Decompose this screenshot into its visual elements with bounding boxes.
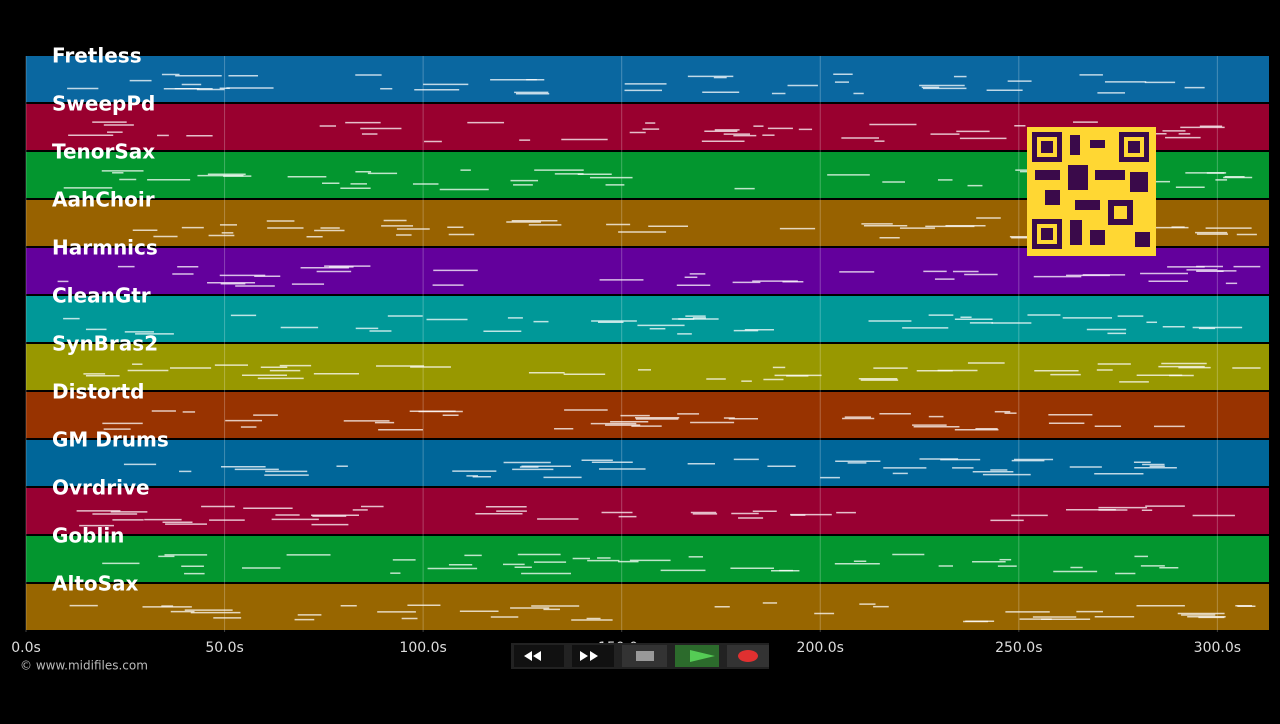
track-name: AahChoir	[52, 188, 155, 212]
track-name: Fretless	[52, 44, 142, 68]
track-name: Ovrdrive	[52, 476, 150, 500]
track-name: GM Drums	[52, 428, 169, 452]
track-lane	[26, 488, 1269, 534]
track-lane	[26, 440, 1269, 486]
track-name: SweepPd	[52, 92, 155, 116]
tick-label: 50.0s	[205, 640, 243, 656]
transport-controls	[511, 643, 769, 669]
track-name: CleanGtr	[52, 284, 151, 308]
tick-label: 100.0s	[399, 640, 446, 656]
tick-label: 200.0s	[797, 640, 844, 656]
track-name: AltoSax	[52, 572, 139, 596]
time-axis: 0.0s50.0s100.0s150.0s200.0s250.0s300.0sF…	[11, 44, 1241, 657]
track-lane	[26, 344, 1269, 390]
copyright: © www.midifiles.com	[20, 659, 148, 673]
tick-label: 0.0s	[11, 640, 41, 656]
track-name: TenorSax	[52, 140, 155, 164]
track-name: Distortd	[52, 380, 144, 404]
qr-code	[1027, 127, 1156, 256]
track-name: Harmnics	[52, 236, 158, 260]
lanes	[26, 56, 1269, 630]
tick-label: 250.0s	[995, 640, 1042, 656]
track-name: SynBras2	[52, 332, 158, 356]
track-name: Goblin	[52, 524, 124, 548]
track-lane	[26, 56, 1269, 102]
tick-label: 300.0s	[1194, 640, 1241, 656]
track-lane	[26, 536, 1269, 582]
track-lane	[26, 296, 1269, 342]
track-lane	[26, 584, 1269, 630]
